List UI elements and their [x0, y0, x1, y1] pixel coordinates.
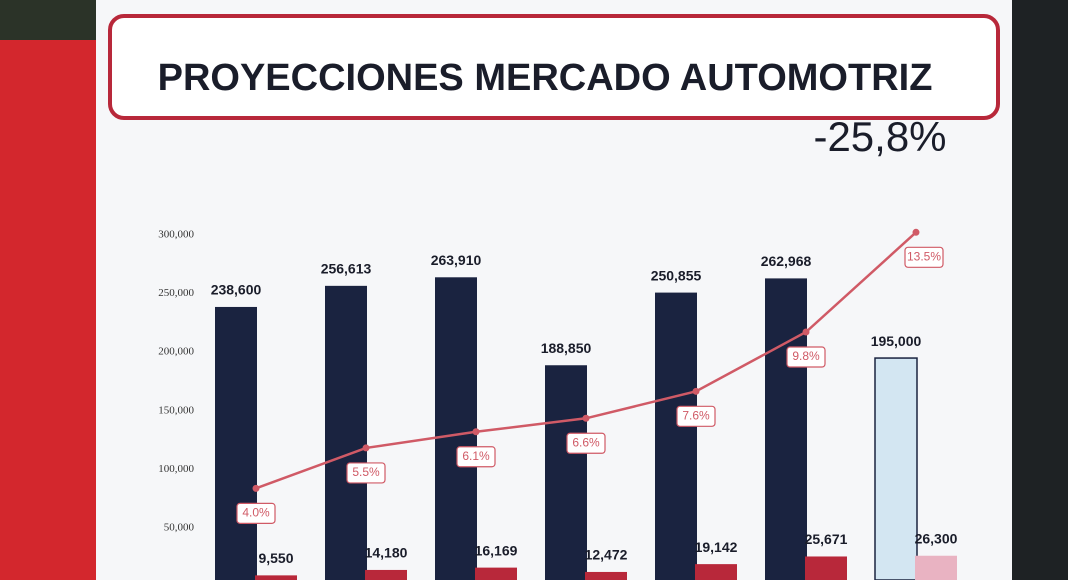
- line-value-label: 6.6%: [572, 435, 600, 449]
- line-point: [912, 228, 920, 236]
- line-label-box: [786, 346, 826, 368]
- line-point: [252, 484, 260, 492]
- line-label-box: [676, 405, 716, 427]
- line-value-label: 5.5%: [352, 465, 380, 479]
- bar: [325, 285, 367, 580]
- line-point: [472, 428, 480, 436]
- bar-value-label: 238,600: [211, 282, 262, 298]
- line-value-label: 6.1%: [462, 449, 490, 463]
- line-label-box: [566, 432, 606, 454]
- bar: [435, 277, 477, 580]
- bar-value-label: 250,855: [651, 267, 702, 283]
- left-red-panel: [0, 40, 100, 580]
- bar-value-label: 188,850: [541, 340, 592, 356]
- bar: [365, 569, 407, 580]
- chart-title: PROYECCIONES MERCADO AUTOMOTRIZ: [158, 57, 933, 99]
- bar-value-label: 26,300: [915, 530, 958, 546]
- line-label-box: [456, 446, 496, 468]
- right-edge: [1012, 0, 1068, 580]
- bar-value-label: 256,613: [321, 261, 372, 277]
- y-tick-label: 150,000: [158, 404, 194, 416]
- line-point: [362, 444, 370, 452]
- annotation: -25,8%: [813, 113, 946, 160]
- bar-value-label: 263,910: [431, 252, 482, 268]
- line-value-label: 4.0%: [242, 506, 270, 520]
- y-tick-label: 200,000: [158, 346, 194, 358]
- y-tick-label: 250,000: [158, 287, 194, 299]
- bar: [655, 292, 697, 580]
- line-point: [692, 387, 700, 395]
- bar-value-label: 9,550: [258, 550, 293, 566]
- line-point: [582, 414, 590, 422]
- bar-value-label: 12,472: [585, 547, 628, 563]
- bar-value-label: 262,968: [761, 253, 812, 269]
- bar: [215, 306, 257, 580]
- bar: [475, 567, 517, 580]
- bar: [255, 575, 297, 580]
- bar: [545, 365, 587, 580]
- bar: [695, 564, 737, 580]
- bar: [585, 571, 627, 580]
- line-value-label: 7.6%: [682, 409, 710, 423]
- line-label-box: [236, 502, 276, 524]
- bar-value-label: 16,169: [475, 542, 518, 558]
- line-label-box: [346, 462, 386, 484]
- y-tick-label: 50,000: [164, 522, 195, 534]
- line-value-label: 9.8%: [792, 349, 820, 363]
- line-value-label: 13.5%: [907, 249, 941, 263]
- bar-value-label: 19,142: [695, 539, 738, 555]
- line-label-box: [904, 246, 944, 268]
- y-tick-label: 300,000: [158, 229, 194, 241]
- y-tick-label: 100,000: [158, 463, 194, 475]
- bar-value-label: 14,180: [365, 545, 408, 561]
- title-box: [108, 14, 1000, 120]
- bar: [805, 556, 847, 580]
- line-point: [802, 328, 810, 336]
- bar: [874, 357, 918, 581]
- bar: [915, 555, 957, 580]
- bar: [765, 278, 807, 580]
- bar-value-label: 195,000: [871, 333, 922, 349]
- bar-value-label: 25,671: [805, 531, 848, 547]
